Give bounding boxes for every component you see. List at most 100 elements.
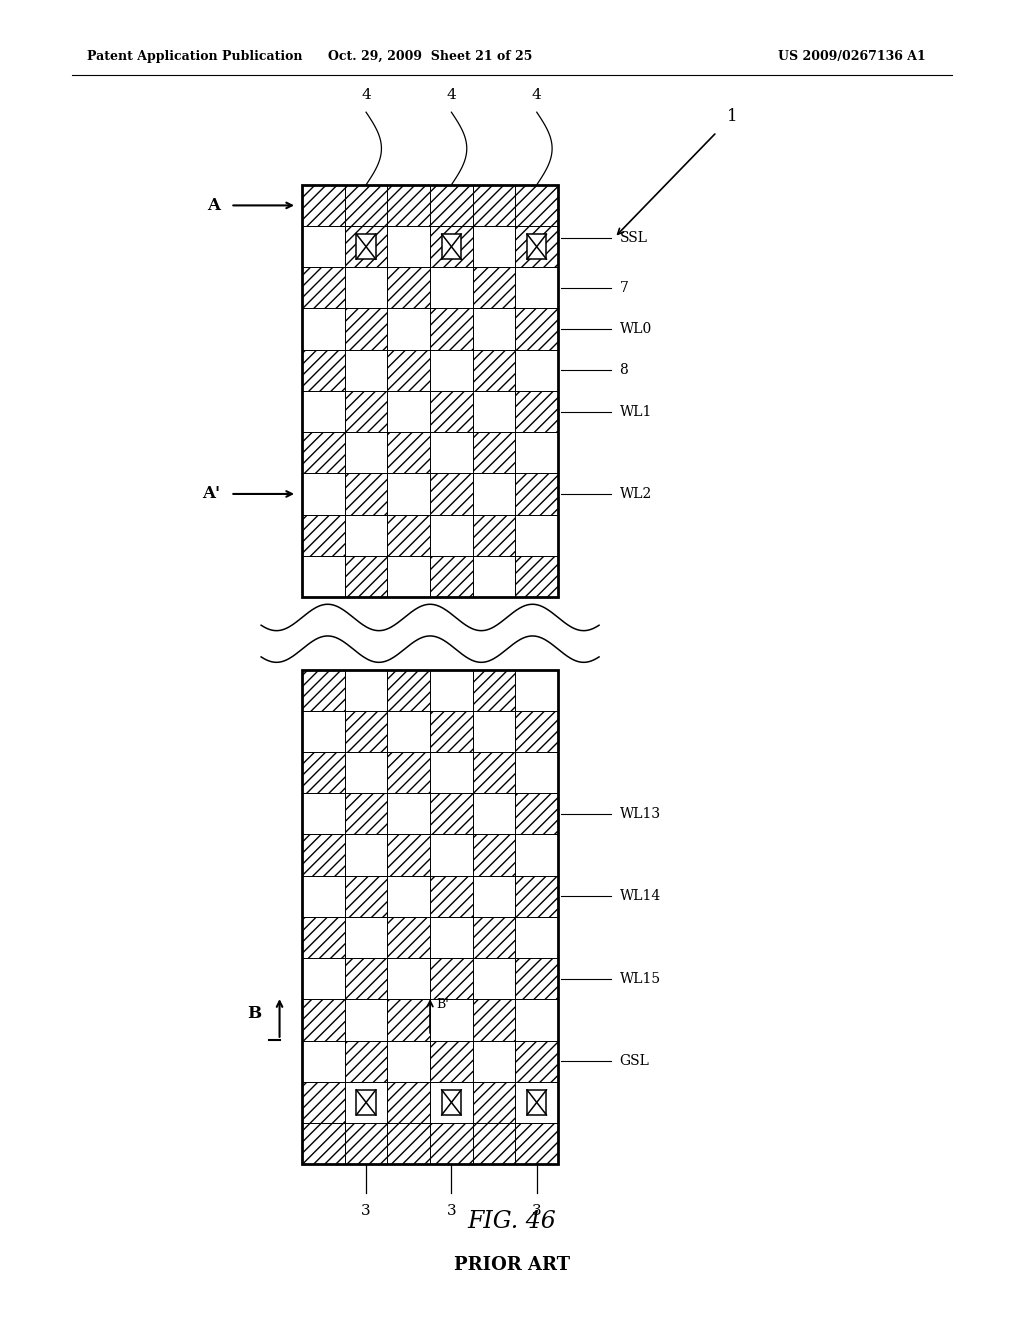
Text: B': B' [436,998,449,1011]
Bar [473,474,515,515]
Text: WL14: WL14 [620,890,660,903]
Bar [515,1123,558,1164]
Bar [515,391,558,432]
Text: SSL: SSL [620,231,647,246]
Bar [302,999,345,1040]
Bar [302,917,345,958]
Bar [473,999,515,1040]
Bar [515,474,558,515]
Bar [473,752,515,793]
Bar [302,432,345,474]
Bar [387,515,430,556]
Bar [345,309,387,350]
Bar [515,999,558,1040]
Bar [441,1090,461,1115]
Bar [515,958,558,999]
Bar [302,474,345,515]
Bar [302,669,558,1164]
Bar [441,1090,461,1115]
Text: US 2009/0267136 A1: US 2009/0267136 A1 [778,50,926,63]
Bar [515,917,558,958]
Bar [515,267,558,309]
Bar [345,474,387,515]
Bar [430,999,473,1040]
Bar [430,226,473,267]
Bar [345,752,387,793]
Bar [515,309,558,350]
Bar [345,834,387,875]
Bar [345,1123,387,1164]
Bar [345,793,387,834]
Text: Patent Application Publication: Patent Application Publication [87,50,302,63]
Bar [515,669,558,710]
Bar [441,234,461,259]
Text: 3: 3 [531,1204,542,1218]
Bar [387,350,430,391]
Bar [387,752,430,793]
Bar [387,793,430,834]
Bar [527,234,547,259]
Text: PRIOR ART: PRIOR ART [454,1255,570,1274]
Bar [527,1090,547,1115]
Bar [345,556,387,597]
Bar [302,1040,345,1082]
Bar [430,267,473,309]
Bar [473,793,515,834]
Bar [515,1040,558,1082]
Text: 7: 7 [620,281,629,294]
Bar [302,515,345,556]
Bar [430,515,473,556]
Bar [430,1123,473,1164]
Bar [302,309,345,350]
Bar [430,752,473,793]
Bar [430,391,473,432]
Bar [387,669,430,710]
Bar [430,432,473,474]
Text: WL15: WL15 [620,972,660,986]
Bar [473,669,515,710]
Bar [473,391,515,432]
Bar [473,1040,515,1082]
Bar [302,875,345,917]
Bar [302,185,345,226]
Bar [430,958,473,999]
Bar [345,1040,387,1082]
Text: WL13: WL13 [620,807,660,821]
Text: FIG. 46: FIG. 46 [468,1209,556,1233]
Bar [356,1090,376,1115]
Text: Oct. 29, 2009  Sheet 21 of 25: Oct. 29, 2009 Sheet 21 of 25 [328,50,532,63]
Bar [515,432,558,474]
Bar [345,875,387,917]
Bar [387,432,430,474]
Bar [473,875,515,917]
Bar [302,752,345,793]
Bar [473,267,515,309]
Bar [345,917,387,958]
Text: WL2: WL2 [620,487,651,502]
Text: 8: 8 [620,363,629,378]
Bar [345,958,387,999]
Bar [430,917,473,958]
Bar [345,350,387,391]
Bar [387,834,430,875]
Bar [387,1123,430,1164]
Text: A': A' [202,486,220,503]
Bar [387,917,430,958]
Bar [515,752,558,793]
Bar [473,515,515,556]
Bar [430,875,473,917]
Bar [473,958,515,999]
Bar [387,391,430,432]
Bar [515,710,558,752]
Text: 4: 4 [531,87,542,102]
Bar [430,834,473,875]
Bar [473,350,515,391]
Bar [356,1090,376,1115]
Bar [345,432,387,474]
Bar [430,556,473,597]
Bar [515,556,558,597]
Bar [430,350,473,391]
Bar [473,226,515,267]
Bar [345,267,387,309]
Text: 1: 1 [727,108,737,125]
